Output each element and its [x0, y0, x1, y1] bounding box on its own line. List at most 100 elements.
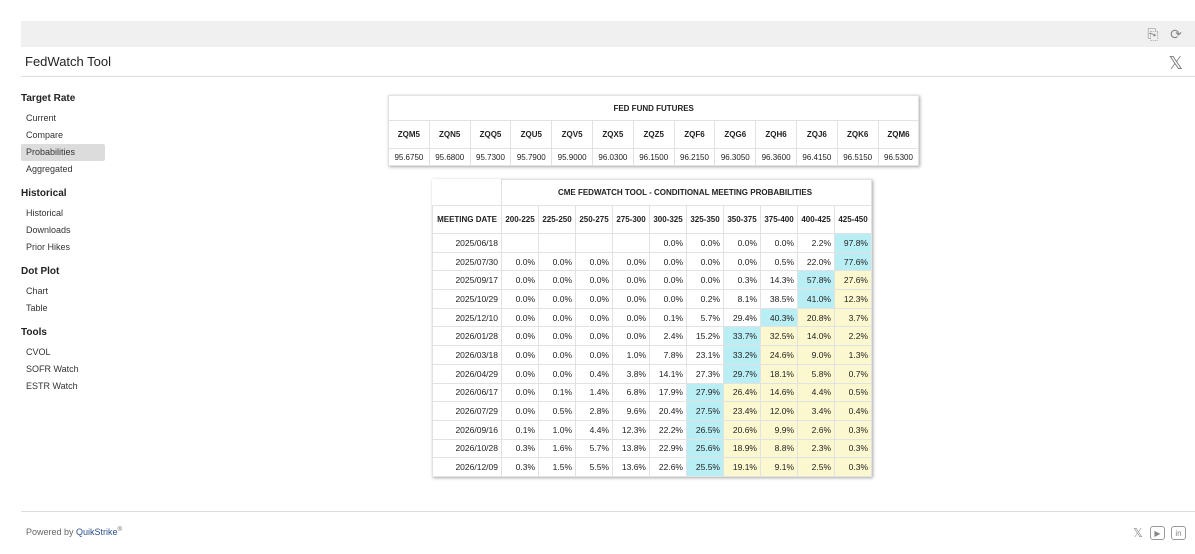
- probability-cell: 0.0%: [649, 289, 687, 309]
- table-row: 2025/12/10 0.0% 0.0% 0.0% 0.0% 0.1% 5.7% 29.4% 4…: [432, 307, 872, 328]
- table-row: 2026/06/17 0.0% 0.1% 1.4% 6.8% 17.9% 27.9% 26.4…: [432, 382, 872, 403]
- probability-cell: 0.0%: [538, 270, 576, 291]
- rate-range-header: 300-325: [649, 205, 687, 234]
- probability-cell: 22.0%: [797, 251, 835, 272]
- meeting-date-cell: 2026/01/28: [432, 326, 502, 347]
- probability-cell: 5.7%: [686, 307, 724, 328]
- probability-cell: 25.6%: [686, 438, 724, 459]
- probability-cell: 27.5%: [686, 401, 724, 421]
- meeting-date-cell: 2026/03/18: [432, 345, 502, 365]
- meeting-date-cell: 2026/04/29: [432, 363, 502, 384]
- sidebar-item-cvol[interactable]: CVOL: [26, 347, 51, 357]
- futures-column-header: ZQN5: [428, 120, 471, 149]
- table-row: 2026/04/29 0.0% 0.0% 0.4% 3.8% 14.1% 27.3% 29.7…: [432, 363, 872, 384]
- futures-column-header: ZQJ6: [795, 120, 838, 149]
- table-row: 2025/09/17 0.0% 0.0% 0.0% 0.0% 0.0% 0.0% 0.3% 14…: [432, 270, 872, 291]
- probability-cell: 0.5%: [760, 251, 798, 272]
- meeting-date-header: MEETING DATE: [432, 205, 502, 234]
- probability-cell: 33.7%: [723, 326, 761, 347]
- probability-cell: 18.9%: [723, 438, 761, 459]
- sidebar-item-historical[interactable]: Historical: [26, 208, 64, 218]
- rate-range-header: 375-400: [760, 205, 798, 234]
- probability-cell: 13.6%: [612, 457, 650, 477]
- probability-cell: 0.0%: [612, 326, 650, 347]
- probability-cell: 22.2%: [649, 419, 687, 440]
- probability-cell: 27.9%: [686, 382, 724, 403]
- probability-cell: 19.1%: [723, 457, 761, 477]
- sidebar-item-table[interactable]: Table: [26, 303, 48, 313]
- table-row: 2026/03/18 0.0% 0.0% 0.0% 1.0% 7.8% 23.1% 33.2%…: [432, 345, 872, 365]
- rate-range-header: 200-225: [501, 205, 539, 234]
- probability-cell: 0.3%: [723, 270, 761, 291]
- probability-cell: 5.7%: [575, 438, 613, 459]
- probability-cell: 8.8%: [760, 438, 798, 459]
- probability-cell: 29.7%: [723, 363, 761, 384]
- probability-cell: 24.6%: [760, 345, 798, 365]
- probability-cell: 20.4%: [649, 401, 687, 421]
- meeting-date-cell: 2026/09/16: [432, 419, 502, 440]
- title-bar: FedWatch Tool 𝕏: [21, 47, 1195, 77]
- probability-cell: 0.5%: [538, 401, 576, 421]
- probability-cell: 5.5%: [575, 457, 613, 477]
- probability-cell: 0.0%: [649, 270, 687, 291]
- sidebar-item-estr-watch[interactable]: ESTR Watch: [26, 381, 78, 391]
- probability-cell: 0.0%: [501, 401, 539, 421]
- probability-cell: 18.1%: [760, 363, 798, 384]
- probability-cell: 1.0%: [612, 345, 650, 365]
- header-spacer: [432, 179, 502, 206]
- probability-cell: 0.0%: [501, 382, 539, 403]
- probability-cell: 26.5%: [686, 419, 724, 440]
- probability-cell: 0.0%: [538, 289, 576, 309]
- refresh-icon[interactable]: ⟳: [1170, 26, 1182, 42]
- futures-price-cell: 96.5150: [836, 148, 879, 166]
- sidebar-item-current[interactable]: Current: [26, 113, 57, 123]
- futures-column-header: ZQV5: [551, 120, 593, 149]
- probability-cell: 0.0%: [686, 270, 724, 291]
- probability-cell: 0.0%: [575, 251, 613, 272]
- table-row: 2026/01/28 0.0% 0.0% 0.0% 0.0% 2.4% 15.2% 33.7%…: [432, 326, 872, 347]
- probability-cell: 2.3%: [797, 438, 835, 459]
- table-row: 2026/07/29 0.0% 0.5% 2.8% 9.6% 20.4% 27.5% 23.4…: [432, 401, 872, 421]
- sidebar-item-compare[interactable]: Compare: [26, 130, 64, 140]
- probability-cell: 12.3%: [834, 289, 872, 309]
- x-social-icon[interactable]: 𝕏: [1133, 526, 1143, 540]
- sidebar-item-prior-hikes[interactable]: Prior Hikes: [26, 242, 71, 252]
- sidebar-item-probabilities[interactable]: Probabilities: [21, 144, 105, 161]
- linkedin-icon[interactable]: in: [1171, 526, 1186, 540]
- futures-column-header: ZQX5: [591, 120, 634, 149]
- sidebar-item-sofr-watch[interactable]: SOFR Watch: [26, 364, 79, 374]
- probability-cell: 15.2%: [686, 326, 724, 347]
- probability-cell: 9.1%: [760, 457, 798, 477]
- rate-range-header: 325-350: [686, 205, 724, 234]
- meeting-date-cell: 2026/10/28: [432, 438, 502, 459]
- sidebar-section-title: Historical: [21, 188, 67, 199]
- meeting-date-cell: 2025/12/10: [432, 307, 502, 328]
- meeting-date-cell: 2025/07/30: [432, 251, 502, 272]
- probability-cell: 1.4%: [575, 382, 613, 403]
- quikstrike-link[interactable]: QuikStrike: [76, 527, 118, 537]
- page-title: FedWatch Tool: [25, 54, 111, 69]
- table-row: 2025/06/18 0.0% 0.0% 0.0% 0.0% 2.2% 97.8%: [432, 233, 872, 253]
- x-share-icon[interactable]: 𝕏: [1168, 53, 1183, 74]
- probability-cell: 2.2%: [834, 326, 872, 347]
- probability-cell: 0.0%: [575, 345, 613, 365]
- futures-price-cell: 96.4150: [795, 148, 838, 166]
- probability-cell: 0.0%: [575, 326, 613, 347]
- probability-cell: 0.0%: [686, 233, 724, 253]
- probability-cell: 9.6%: [612, 401, 650, 421]
- pdf-export-icon[interactable]: ⎘: [1147, 26, 1159, 42]
- sidebar-item-chart[interactable]: Chart: [26, 286, 49, 296]
- probability-cell: 0.1%: [538, 382, 576, 403]
- probability-cell: 0.0%: [538, 345, 576, 365]
- youtube-icon[interactable]: ▶: [1150, 526, 1165, 540]
- sidebar-item-downloads[interactable]: Downloads: [26, 225, 71, 235]
- probability-cell: 2.2%: [797, 233, 835, 253]
- futures-column-header: ZQK6: [836, 120, 879, 149]
- probability-cell: 2.8%: [575, 401, 613, 421]
- futures-price-cell: 96.3050: [714, 148, 757, 166]
- probability-cell: 38.5%: [760, 289, 798, 309]
- probability-cell: 0.0%: [501, 326, 539, 347]
- probability-cell: 0.0%: [575, 289, 613, 309]
- probability-cell: 0.3%: [834, 457, 872, 477]
- sidebar-item-aggregated[interactable]: Aggregated: [26, 164, 73, 174]
